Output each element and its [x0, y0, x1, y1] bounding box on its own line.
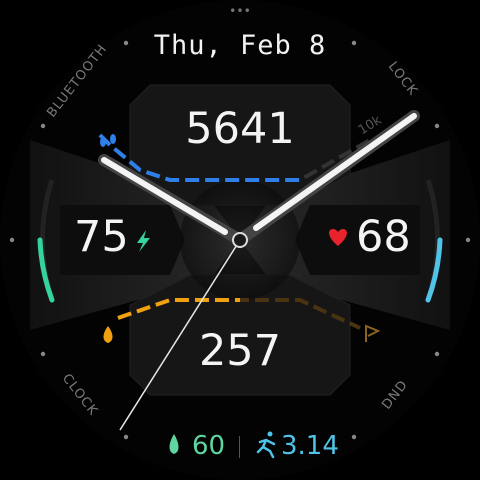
heart-rate-value[interactable]: 68 — [356, 212, 411, 262]
battery-arc — [37, 237, 55, 303]
bottom-divider — [239, 436, 240, 458]
running-person-icon — [256, 431, 276, 459]
bezel-ticks — [9, 40, 471, 440]
second-hand — [119, 239, 241, 431]
minute-hand — [234, 110, 420, 246]
steps-progress — [98, 133, 300, 182]
date-label: Thu, Feb 8 — [153, 30, 327, 61]
more-dots-icon[interactable]: ••• — [229, 4, 251, 18]
flag-icon — [365, 324, 381, 342]
water-drop-icon — [169, 434, 179, 454]
heart-panel — [295, 205, 420, 275]
center-cap — [232, 232, 248, 248]
bottom-panel — [129, 274, 351, 396]
humidity-value[interactable]: 60 — [192, 431, 226, 461]
flame-icon — [103, 326, 113, 343]
calories-progress — [117, 298, 240, 320]
battery-value[interactable]: 75 — [74, 212, 129, 262]
steps-value[interactable]: 5641 — [185, 104, 295, 154]
lightning-bolt-icon — [137, 230, 150, 252]
calories-value[interactable]: 257 — [198, 326, 282, 376]
heart-arc — [425, 237, 443, 303]
battery-panel — [60, 205, 185, 275]
heart-icon — [329, 229, 347, 246]
footprints-icon — [100, 134, 116, 147]
hour-hand — [98, 154, 246, 246]
distance-value[interactable]: 3.14 — [281, 431, 339, 461]
